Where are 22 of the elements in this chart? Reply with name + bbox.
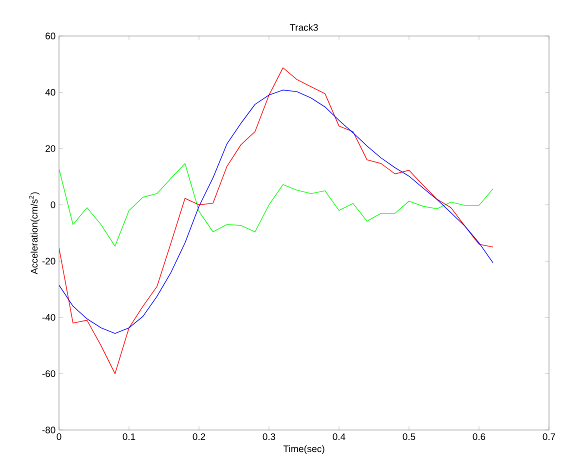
chart-title: Track3 — [290, 24, 318, 31]
y-axis-title: Acceleration(cm/s$^{2}$) — [29, 192, 40, 274]
line-series — [59, 163, 494, 247]
y-tick-label: 0 — [50, 202, 56, 208]
x-tick-label: 0.3 — [262, 433, 276, 440]
x-tick-label: 0.2 — [192, 433, 206, 440]
y-tick-label: -40 — [42, 314, 56, 321]
x-tick-label: 0.5 — [402, 433, 416, 440]
y-tick-label: 20 — [46, 145, 56, 152]
x-axis-title: Time(sec) — [283, 445, 324, 454]
x-tick-label: 0 — [56, 433, 62, 440]
y-tick-label: -60 — [42, 370, 56, 378]
y-tick-label: -80 — [42, 426, 56, 434]
line-series — [59, 90, 494, 334]
x-tick-label: 0.4 — [332, 433, 346, 440]
x-tick-label: 0.7 — [542, 433, 556, 440]
x-tick-label: 0.1 — [122, 433, 136, 440]
y-tick-label: 40 — [45, 88, 56, 96]
y-tick-label: -20 — [42, 258, 56, 264]
line-series — [59, 67, 494, 374]
y-tick-label: 60 — [46, 32, 56, 40]
x-tick-label: 0.6 — [472, 433, 486, 440]
